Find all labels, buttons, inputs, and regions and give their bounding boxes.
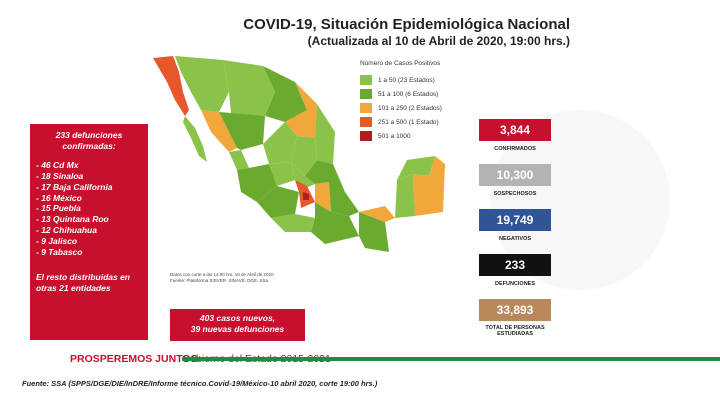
map-state-quintana-roo bbox=[413, 156, 445, 216]
deaths-item: 15 Puebla bbox=[36, 203, 142, 214]
stat-label-confirmed: CONFIRMADOS bbox=[494, 146, 536, 152]
page-subtitle: (Actualizada al 10 de Abril de 2020, 19:… bbox=[307, 34, 570, 48]
stat-label-negative: NEGATIVOS bbox=[499, 236, 531, 242]
deaths-item: 9 Tabasco bbox=[36, 247, 142, 258]
map-state-coahuila bbox=[263, 66, 307, 122]
legend-label: 251 a 500 (1 Estado) bbox=[378, 118, 439, 126]
stat-label-total: TOTAL DE PERSONAS ESTUDIADAS bbox=[485, 325, 545, 337]
map-legend: Número de Casos Positivos 1 a 50 (23 Est… bbox=[360, 60, 442, 143]
legend-label: 101 a 250 (2 Estados) bbox=[378, 104, 442, 112]
legend-label: 1 a 50 (23 Estados) bbox=[378, 76, 435, 84]
legend-title: Número de Casos Positivos bbox=[360, 60, 441, 67]
legend-swatch bbox=[360, 131, 372, 141]
map-state-chiapas bbox=[359, 212, 389, 252]
new-cases-panel: 403 casos nuevos, 39 nuevas defunciones bbox=[170, 309, 305, 341]
map-state-sonora bbox=[175, 56, 229, 112]
stat-label-deaths: DEFUNCIONES bbox=[494, 281, 536, 287]
legend-swatch bbox=[360, 103, 372, 113]
map-note: Datos con corte a las 14:00 hrs. 10 de A… bbox=[170, 272, 274, 284]
legend-label: 51 a 100 (6 Estados) bbox=[378, 90, 439, 98]
map-state-yucatan bbox=[397, 156, 435, 180]
deaths-item: 13 Quintana Roo bbox=[36, 214, 142, 225]
new-cases-line: 403 casos nuevos, bbox=[199, 313, 276, 323]
deaths-list: 46 Cd Mx 18 Sinaloa 17 Baja California 1… bbox=[36, 160, 142, 258]
legend-row: 51 a 100 (6 Estados) bbox=[360, 87, 442, 101]
map-state-nayarit bbox=[229, 150, 249, 170]
deaths-item: 17 Baja California bbox=[36, 182, 142, 193]
legend-swatch bbox=[360, 117, 372, 127]
map-state-chihuahua bbox=[223, 60, 275, 116]
deaths-item: 46 Cd Mx bbox=[36, 160, 142, 171]
map-state-slp bbox=[291, 136, 317, 176]
map-state-jalisco bbox=[237, 164, 277, 202]
map-state-baja-california-sur bbox=[183, 116, 207, 162]
watermark-icon bbox=[490, 110, 670, 290]
page-title: COVID-19, Situación Epidemiológica Nacio… bbox=[243, 16, 570, 33]
footer-divider bbox=[182, 357, 720, 361]
mexico-map bbox=[153, 56, 445, 252]
map-state-cdmx bbox=[303, 192, 309, 200]
legend-swatch bbox=[360, 75, 372, 85]
map-note-line: Datos con corte a las 14:00 hrs. 10 de A… bbox=[170, 272, 274, 277]
legend-row: 251 a 500 (1 Estado) bbox=[360, 115, 442, 129]
map-state-sinaloa bbox=[201, 110, 237, 152]
legend-row: 101 a 250 (2 Estados) bbox=[360, 101, 442, 115]
map-note-line: Fuente: Plataforma SISVER. SINAVE. DGE. … bbox=[170, 278, 270, 283]
stat-label-suspected: SOSPECHOSOS bbox=[493, 191, 537, 197]
stats-panel: 3,844 CONFIRMADOS 10,300 SOSPECHOSOS 19,… bbox=[479, 119, 551, 349]
map-state-campeche bbox=[395, 174, 415, 218]
deaths-heading-2: confirmadas: bbox=[62, 140, 116, 151]
legend-row: 1 a 50 (23 Estados) bbox=[360, 73, 442, 87]
stat-value-deaths: 233 bbox=[479, 254, 551, 276]
deaths-rest-1: El resto distribuidas en bbox=[36, 271, 130, 282]
deaths-heading-1: 233 defunciones bbox=[55, 130, 123, 140]
deaths-rest-2: otras 21 entidades bbox=[36, 282, 111, 293]
deaths-panel: 233 defunciones confirmadas: 46 Cd Mx 18… bbox=[30, 124, 148, 340]
map-state-baja-california bbox=[153, 56, 189, 116]
legend-label: 501 a 1000 bbox=[378, 132, 411, 140]
map-state-oaxaca bbox=[311, 202, 359, 244]
stat-value-suspected: 10,300 bbox=[479, 164, 551, 186]
map-state-durango bbox=[219, 112, 265, 150]
source-note: Fuente: SSA (SPPS/DGE/DIE/InDRE/Informe … bbox=[22, 379, 378, 388]
legend-swatch bbox=[360, 89, 372, 99]
map-state-nuevo-leon bbox=[285, 82, 317, 138]
deaths-item: 16 México bbox=[36, 193, 142, 204]
map-state-guerrero bbox=[271, 214, 315, 232]
legend-row: 501 a 1000 bbox=[360, 129, 442, 143]
new-deaths-line: 39 nuevas defunciones bbox=[190, 324, 285, 334]
stat-value-total: 33,893 bbox=[479, 299, 551, 321]
map-state-veracruz bbox=[305, 160, 359, 216]
deaths-item: 9 Jalisco bbox=[36, 236, 142, 247]
map-state-michoacan bbox=[257, 186, 299, 218]
deaths-item: 12 Chihuahua bbox=[36, 225, 142, 236]
footer-slogan: PROSPEREMOS JUNTOS bbox=[70, 353, 198, 365]
map-state-guanajuato bbox=[269, 162, 295, 186]
stat-value-confirmed: 3,844 bbox=[479, 119, 551, 141]
stat-value-negative: 19,749 bbox=[479, 209, 551, 231]
map-state-zacatecas bbox=[263, 122, 297, 164]
deaths-item: 18 Sinaloa bbox=[36, 171, 142, 182]
map-state-tamaulipas bbox=[315, 104, 335, 164]
map-state-tabasco bbox=[359, 206, 395, 222]
